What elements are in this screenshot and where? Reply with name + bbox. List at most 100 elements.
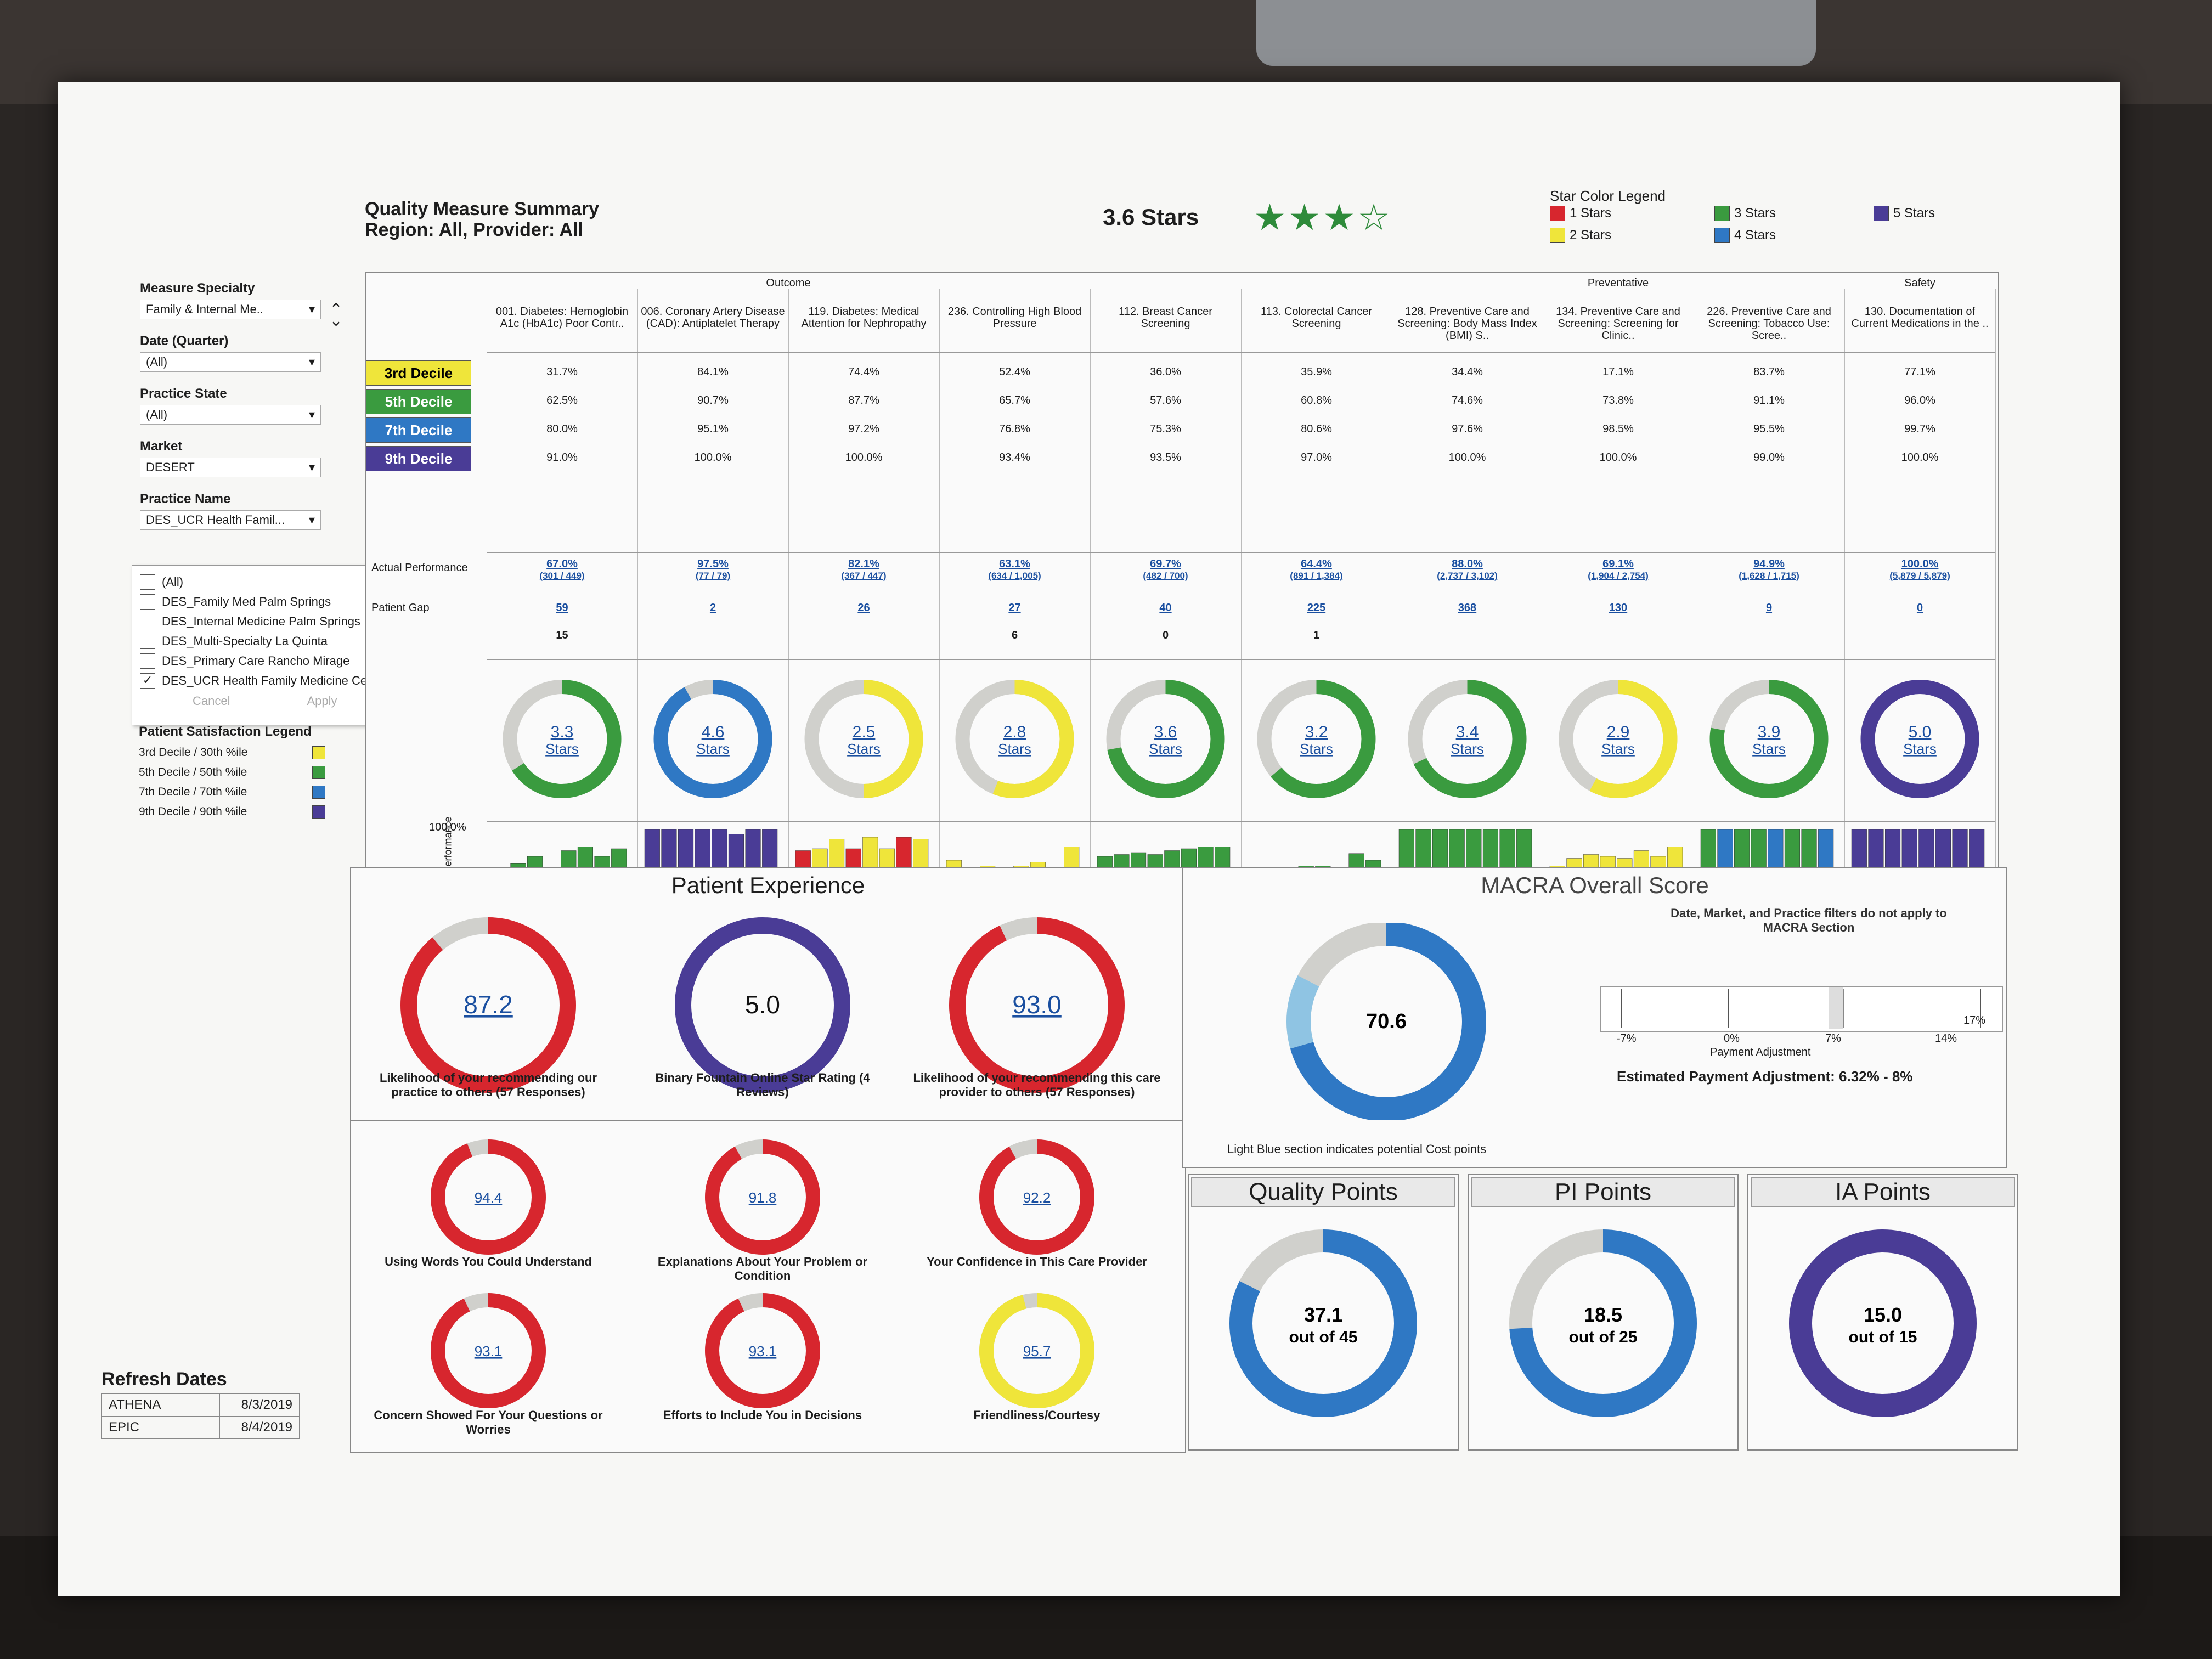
actual-performance-ratio: (77 / 79) (695, 571, 731, 581)
actual-performance-link[interactable]: 82.1% (367 / 447) (788, 558, 939, 582)
select-value: (All) (146, 408, 168, 421)
patient-gap-link[interactable]: 40 (1159, 602, 1172, 614)
refresh-date: 8/4/2019 (219, 1416, 300, 1439)
checkbox[interactable] (140, 634, 155, 649)
checkbox[interactable] (140, 574, 155, 590)
stars-word: Stars (1903, 741, 1937, 757)
practice-option[interactable]: DES_Primary Care Rancho Mirage (132, 651, 456, 671)
checkbox[interactable] (140, 653, 155, 669)
stars-word: Stars (998, 741, 1031, 757)
date-quarter-select[interactable]: (All) ▾ (140, 352, 321, 372)
points-donut[interactable]: 18.5 out of 25 (1493, 1227, 1713, 1425)
satisfaction-legend-item: 3rd Decile / 30th %ile (139, 746, 325, 759)
experience-ring (431, 1139, 546, 1255)
practice-state-select[interactable]: (All) ▾ (140, 405, 321, 425)
macra-note: Date, Market, and Practice filters do no… (1671, 906, 1947, 934)
actual-performance-link[interactable]: 94.9% (1,628 / 1,715) (1694, 558, 1844, 582)
checkbox[interactable] (140, 614, 155, 629)
macra-points-panel: Quality Points 37.1 out of 45 PI Points 18.5… (1188, 1174, 2018, 1451)
points-donut[interactable]: 15.0 out of 15 (1773, 1227, 1993, 1425)
practice-name-select[interactable]: DES_UCR Health Famil... ▾ (140, 510, 321, 530)
patient-gap-secondary: 1 (1313, 629, 1320, 641)
actual-performance-link[interactable]: 67.0% (301 / 449) (487, 558, 637, 582)
actual-performance-link[interactable]: 88.0% (2,737 / 3,102) (1392, 558, 1543, 582)
actual-performance-link[interactable]: 100.0% (5,879 / 5,879) (1844, 558, 1995, 582)
actual-performance-ratio: (634 / 1,005) (988, 571, 1041, 581)
decile-threshold: 84.1% (697, 366, 729, 378)
practice-option[interactable]: ✓ DES_UCR Health Family Medicine Center (132, 671, 456, 691)
star-ring (503, 680, 622, 798)
patient-experience-donut[interactable]: 93.0 (938, 906, 1136, 1104)
patient-experience-small-donut[interactable]: 93.1 (697, 1290, 828, 1422)
legend-label: 9th Decile / 90th %ile (139, 805, 247, 818)
experience-label: Friendliness/Courtesy (973, 1408, 1101, 1422)
actual-performance-link[interactable]: 64.4% (891 / 1,384) (1241, 558, 1392, 582)
patient-gap-link[interactable]: 59 (556, 602, 568, 614)
patient-gap-link[interactable]: 26 (857, 602, 870, 614)
patient-gap-link[interactable]: 130 (1609, 602, 1628, 614)
ring-value-arc (955, 680, 1074, 798)
patient-gap-link[interactable]: 9 (1765, 602, 1773, 614)
practice-option[interactable]: DES_Internal Medicine Palm Springs (132, 612, 456, 631)
satisfaction-legend: Patient Satisfaction Legend 3rd Decile /… (139, 724, 369, 819)
practice-option[interactable]: (All) (132, 572, 456, 592)
refresh-table: ATHENA 8/3/2019 EPIC 8/4/2019 (101, 1393, 300, 1439)
payment-marker (1843, 989, 1844, 1028)
decile-threshold: 91.1% (1753, 394, 1785, 407)
star-ring (1860, 680, 1979, 798)
measure-group-header: Safety (1904, 277, 1936, 289)
actual-performance-value: 82.1% (848, 558, 879, 570)
patient-gap-link[interactable]: 2 (709, 602, 716, 614)
patient-gap-link[interactable]: 368 (1458, 602, 1477, 614)
actual-performance-link[interactable]: 97.5% (77 / 79) (637, 558, 788, 582)
patient-gap-label: Patient Gap (371, 602, 430, 614)
actual-performance-link[interactable]: 69.7% (482 / 700) (1090, 558, 1241, 582)
decile-threshold: 80.6% (1301, 423, 1332, 435)
experience-score: 87.2 (464, 990, 513, 1019)
experience-score: 93.0 (1012, 990, 1062, 1019)
legend-label: 5 Stars (1893, 206, 1936, 221)
patient-experience-small-donut[interactable]: 92.2 (971, 1137, 1103, 1268)
ring-value-arc (1509, 1229, 1697, 1417)
scroll-arrows-icon[interactable]: ⌃ ⌄ (329, 301, 343, 330)
measure-name: 128. Preventive Care and Screening: Body… (1397, 306, 1537, 342)
patient-experience-donut[interactable]: 87.2 (390, 906, 587, 1104)
measure-specialty-select[interactable]: Family & Internal Me.. ▾ (140, 300, 321, 319)
legend-swatch (312, 805, 325, 819)
practice-option[interactable]: DES_Multi-Specialty La Quinta (132, 631, 456, 651)
patient-gap-link[interactable]: 27 (1008, 602, 1021, 614)
column-divider (1241, 289, 1242, 898)
market-select[interactable]: DESERT ▾ (140, 458, 321, 477)
checkbox[interactable] (140, 594, 155, 610)
decile-threshold: 57.6% (1150, 394, 1181, 407)
patient-experience-small-donut[interactable]: 91.8 (697, 1137, 828, 1268)
practice-option[interactable]: DES_Family Med Palm Springs (132, 592, 456, 612)
points-donut[interactable]: 37.1 out of 45 (1214, 1227, 1433, 1425)
patient-gap-link[interactable]: 225 (1307, 602, 1326, 614)
checked-checkbox[interactable]: ✓ (140, 673, 155, 689)
actual-performance-link[interactable]: 69.1% (1,904 / 2,754) (1543, 558, 1694, 582)
patient-experience-small-donut[interactable]: 95.7 (971, 1290, 1103, 1422)
actual-performance-ratio: (2,737 / 3,102) (1437, 571, 1498, 581)
patient-experience-small-donut[interactable]: 94.4 (422, 1137, 554, 1268)
patient-experience-donut[interactable]: 5.0 (664, 906, 861, 1104)
patient-experience-small-donut[interactable]: 93.1 (422, 1290, 554, 1422)
apply-button[interactable]: Apply (307, 694, 337, 708)
macra-score-donut[interactable]: 70.6 (1271, 923, 1502, 1120)
experience-score: 93.1 (475, 1343, 503, 1359)
patient-gap-link[interactable]: 0 (1916, 602, 1923, 614)
payment-marker (1980, 989, 1981, 1028)
actual-performance-link[interactable]: 63.1% (634 / 1,005) (939, 558, 1090, 582)
cancel-button[interactable]: Cancel (193, 694, 230, 708)
legend-label: 7th Decile / 70th %ile (139, 786, 247, 798)
